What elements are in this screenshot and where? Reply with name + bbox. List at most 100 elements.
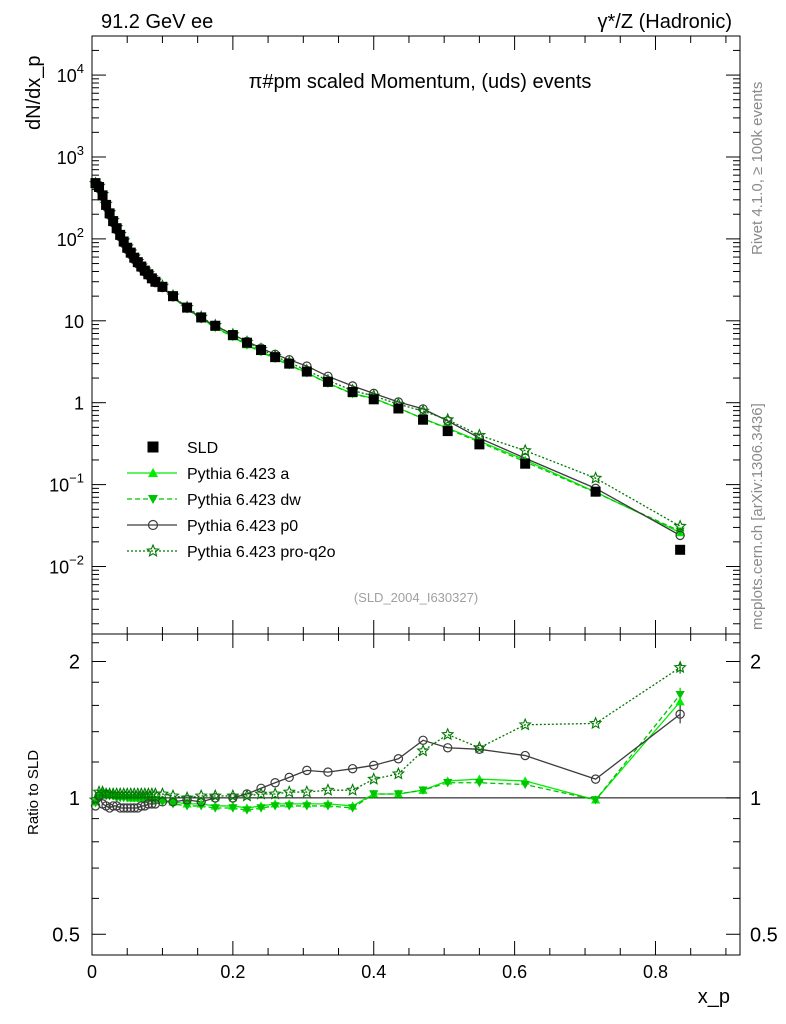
ratio-panel-frame — [91, 633, 741, 956]
legend-label: Pythia 6.423 dw — [187, 492, 301, 509]
sld-point — [196, 312, 207, 323]
ratio-line-dw — [94, 694, 681, 811]
sld-point — [520, 458, 531, 469]
y-tick-label: 10−1 — [49, 471, 84, 496]
pythia-pro-q2o-point — [282, 785, 296, 798]
pythia-pro-q2o-point — [254, 786, 268, 800]
analysis-tag: (SLD_2004_I630327) — [354, 590, 478, 605]
pythia-dw-point — [393, 790, 403, 799]
sld-point — [270, 352, 281, 363]
pythia-pro-q2o-point — [166, 788, 180, 802]
pythia-a-point — [675, 697, 685, 706]
pythia-p0-point — [115, 803, 125, 813]
y-tick-label: 10 — [64, 312, 84, 332]
sld-point — [256, 345, 267, 356]
pythia-p0-point — [270, 778, 280, 788]
pythia-p0-point — [228, 793, 238, 803]
pythia-p0-point — [168, 797, 178, 807]
pythia-p0-point — [143, 799, 154, 809]
pythia-p0-point — [136, 801, 147, 811]
legend-entry-pro: Pythia 6.423 pro-q2o — [127, 543, 336, 561]
pythia-a-point — [148, 468, 158, 477]
main-series — [88, 176, 687, 555]
plot-title: π#pm scaled Momentum, (uds) events — [249, 71, 592, 93]
ratio-y-tick-label-right: 0.5 — [750, 924, 778, 946]
pythia-pro-q2o-point — [673, 519, 687, 532]
mcplots-label: mcplots.cern.ch [arXiv:1306.3436] — [749, 403, 766, 630]
sld-point — [104, 208, 115, 219]
pythia-p0-point — [675, 709, 685, 719]
pythia-pro-q2o-point — [416, 404, 430, 417]
sld-point — [147, 441, 159, 453]
y-axis-label-ratio: Ratio to SLD — [25, 750, 42, 835]
sld-point — [125, 247, 136, 258]
pythia-p0-point — [150, 799, 161, 809]
sld-point — [590, 486, 601, 497]
pythia-pro-q2o-point — [472, 428, 487, 441]
pythia-dw-point — [520, 780, 530, 790]
plot-title-text: π#pm scaled Momentum, (uds) events — [249, 71, 592, 93]
pythia-pro-q2o-point — [673, 660, 687, 674]
header-left-label: 91.2 GeV ee — [101, 11, 213, 33]
x-tick-label: 0.6 — [502, 962, 527, 982]
sld-point — [150, 276, 161, 287]
ratio-axes: 0 0.2 0.4 0.6 0.8 0.5 0.5 1 1 2 2 — [52, 634, 778, 982]
pythia-pro-q2o-point — [367, 772, 381, 785]
pythia-pro-q2o-point — [345, 783, 360, 796]
pythia-dw-point — [210, 804, 220, 813]
pythia-pro-q2o-point — [441, 727, 455, 741]
pythia-dw-point — [256, 804, 266, 813]
pythia-p0-point — [122, 803, 132, 813]
header-right-label: γ*/Z (Hadronic) — [598, 11, 732, 33]
pythia-p0-point — [126, 803, 136, 813]
sld-point — [210, 320, 221, 331]
pythia-dw-point — [369, 790, 379, 799]
pythia-dw-point — [348, 804, 358, 813]
pythia-dw-point — [228, 804, 238, 813]
pythia-p0-point — [442, 743, 453, 753]
pythia-pro-q2o-point — [441, 412, 455, 426]
pythia-pro-q2o-point — [92, 785, 106, 798]
pythia-p0-point — [129, 803, 139, 813]
legend-label: Pythia 6.423 pro-q2o — [187, 544, 336, 561]
pythia-pro-q2o-point — [300, 785, 314, 798]
sld-point — [301, 366, 312, 377]
legend-entry-sld: SLD — [147, 440, 218, 457]
sld-point — [94, 182, 105, 193]
pythia-p0-point — [393, 754, 404, 764]
pythia-pro-q2o-point — [180, 790, 194, 804]
sld-point — [418, 414, 429, 425]
sld-point — [115, 229, 126, 240]
pythia-pro-q2o-point — [518, 443, 532, 457]
ratio-y-tick-label-right: 2 — [750, 651, 761, 673]
pythia-dw-point — [242, 806, 252, 815]
pythia-dw-point — [157, 798, 168, 807]
sld-point — [182, 302, 193, 313]
pythia-p0-point — [147, 799, 157, 809]
pythia-pro-q2o-point — [268, 786, 282, 800]
pythia-pro-q2o-point — [226, 788, 240, 802]
sld-point — [322, 376, 333, 387]
sld-point — [347, 387, 358, 398]
ratio-y-tick-label-right: 1 — [750, 788, 761, 810]
sld-point — [118, 236, 129, 247]
pythia-pro-q2o-point — [145, 543, 161, 558]
sld-point — [474, 439, 485, 450]
x-tick-label: 0.4 — [361, 962, 386, 982]
sld-point — [227, 330, 238, 341]
y-tick-label: 103 — [57, 143, 84, 168]
pythia-p0-point — [147, 519, 159, 531]
sld-point — [675, 544, 686, 555]
legend-entry-a: Pythia 6.423 a — [127, 466, 289, 483]
pythia-p0-point — [675, 530, 685, 541]
pythia-pro-q2o-point — [194, 788, 208, 802]
sld-point — [157, 281, 168, 292]
pythia-p0-point — [108, 801, 118, 811]
ratio-series — [88, 660, 687, 815]
legend-label: Pythia 6.423 p0 — [187, 518, 298, 535]
pythia-p0-point — [590, 774, 601, 784]
pythia-p0-point — [302, 765, 312, 776]
pythia-dw-point — [323, 802, 333, 811]
main-line-dw — [95, 183, 681, 532]
